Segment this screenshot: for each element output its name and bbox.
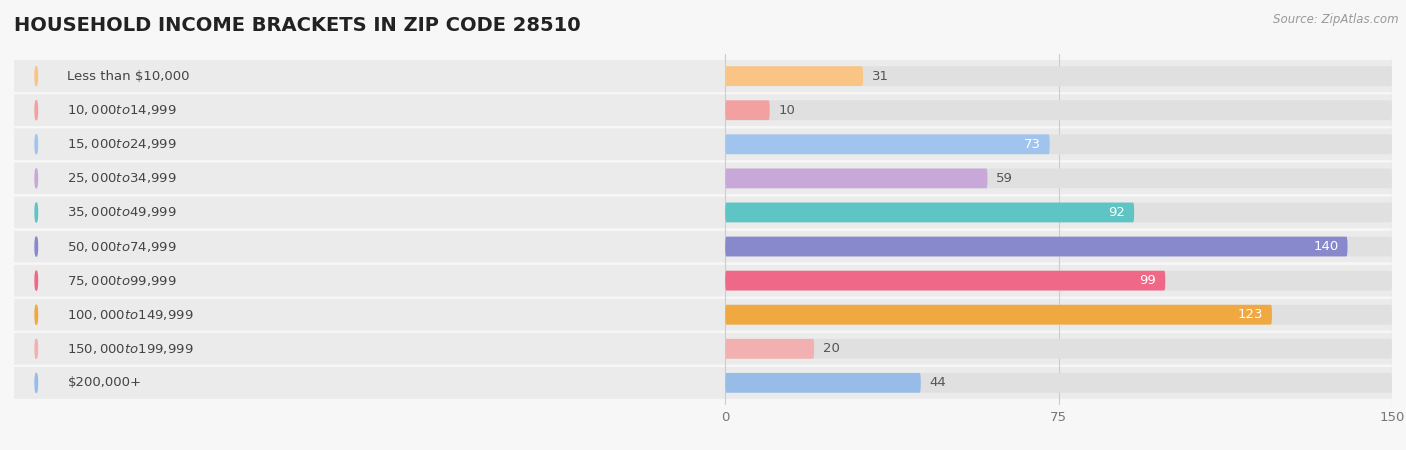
FancyBboxPatch shape — [725, 373, 1392, 393]
FancyBboxPatch shape — [14, 194, 1392, 197]
FancyBboxPatch shape — [725, 168, 987, 188]
FancyBboxPatch shape — [14, 366, 1392, 400]
Text: 140: 140 — [1313, 240, 1339, 253]
FancyBboxPatch shape — [14, 331, 1392, 333]
FancyBboxPatch shape — [14, 93, 1392, 127]
Text: $25,000 to $34,999: $25,000 to $34,999 — [67, 171, 177, 185]
FancyBboxPatch shape — [725, 339, 1392, 359]
FancyBboxPatch shape — [725, 202, 1135, 222]
Text: 92: 92 — [1108, 206, 1125, 219]
Text: 99: 99 — [1140, 274, 1156, 287]
Circle shape — [35, 135, 38, 154]
FancyBboxPatch shape — [725, 305, 1392, 324]
FancyBboxPatch shape — [14, 59, 1392, 93]
Text: $35,000 to $49,999: $35,000 to $49,999 — [67, 206, 177, 220]
Text: HOUSEHOLD INCOME BRACKETS IN ZIP CODE 28510: HOUSEHOLD INCOME BRACKETS IN ZIP CODE 28… — [14, 16, 581, 35]
Text: 59: 59 — [997, 172, 1014, 185]
Circle shape — [35, 271, 38, 290]
FancyBboxPatch shape — [14, 194, 1392, 197]
Circle shape — [35, 169, 38, 188]
Text: 20: 20 — [823, 342, 839, 355]
FancyBboxPatch shape — [725, 202, 1392, 222]
Text: 31: 31 — [872, 70, 889, 83]
FancyBboxPatch shape — [14, 92, 1392, 94]
FancyBboxPatch shape — [725, 100, 1392, 120]
Text: $50,000 to $74,999: $50,000 to $74,999 — [67, 239, 177, 253]
Text: Source: ZipAtlas.com: Source: ZipAtlas.com — [1274, 14, 1399, 27]
Circle shape — [35, 203, 38, 222]
FancyBboxPatch shape — [14, 365, 1392, 367]
FancyBboxPatch shape — [725, 168, 1392, 188]
Circle shape — [35, 237, 38, 256]
Text: $15,000 to $24,999: $15,000 to $24,999 — [67, 137, 177, 151]
FancyBboxPatch shape — [725, 305, 1272, 324]
Text: Less than $10,000: Less than $10,000 — [67, 70, 190, 83]
Circle shape — [35, 374, 38, 392]
Circle shape — [35, 101, 38, 120]
FancyBboxPatch shape — [14, 262, 1392, 265]
FancyBboxPatch shape — [725, 373, 921, 393]
FancyBboxPatch shape — [14, 365, 1392, 367]
Text: 10: 10 — [779, 104, 796, 117]
FancyBboxPatch shape — [14, 230, 1392, 264]
FancyBboxPatch shape — [14, 160, 1392, 162]
Circle shape — [35, 67, 38, 86]
FancyBboxPatch shape — [14, 332, 1392, 366]
FancyBboxPatch shape — [14, 331, 1392, 333]
FancyBboxPatch shape — [725, 66, 863, 86]
Text: $100,000 to $149,999: $100,000 to $149,999 — [67, 308, 194, 322]
Circle shape — [35, 339, 38, 358]
FancyBboxPatch shape — [725, 271, 1392, 291]
FancyBboxPatch shape — [14, 262, 1392, 265]
FancyBboxPatch shape — [14, 297, 1392, 299]
FancyBboxPatch shape — [14, 160, 1392, 162]
FancyBboxPatch shape — [14, 58, 1392, 60]
Circle shape — [35, 305, 38, 324]
FancyBboxPatch shape — [725, 237, 1347, 256]
FancyBboxPatch shape — [725, 66, 1392, 86]
FancyBboxPatch shape — [14, 399, 1392, 401]
Text: $150,000 to $199,999: $150,000 to $199,999 — [67, 342, 194, 356]
FancyBboxPatch shape — [14, 229, 1392, 230]
FancyBboxPatch shape — [14, 297, 1392, 332]
Text: $75,000 to $99,999: $75,000 to $99,999 — [67, 274, 177, 288]
FancyBboxPatch shape — [14, 297, 1392, 299]
FancyBboxPatch shape — [725, 135, 1050, 154]
FancyBboxPatch shape — [725, 237, 1392, 256]
FancyBboxPatch shape — [725, 100, 769, 120]
FancyBboxPatch shape — [725, 271, 1166, 291]
FancyBboxPatch shape — [725, 135, 1392, 154]
FancyBboxPatch shape — [14, 195, 1392, 230]
FancyBboxPatch shape — [14, 229, 1392, 230]
FancyBboxPatch shape — [14, 126, 1392, 128]
FancyBboxPatch shape — [14, 264, 1392, 297]
FancyBboxPatch shape — [14, 127, 1392, 162]
Text: 73: 73 — [1024, 138, 1040, 151]
Text: $10,000 to $14,999: $10,000 to $14,999 — [67, 103, 177, 117]
FancyBboxPatch shape — [14, 162, 1392, 195]
Text: $200,000+: $200,000+ — [67, 376, 142, 389]
FancyBboxPatch shape — [14, 126, 1392, 128]
FancyBboxPatch shape — [14, 92, 1392, 94]
Text: 123: 123 — [1237, 308, 1263, 321]
FancyBboxPatch shape — [725, 339, 814, 359]
Text: 44: 44 — [929, 376, 946, 389]
